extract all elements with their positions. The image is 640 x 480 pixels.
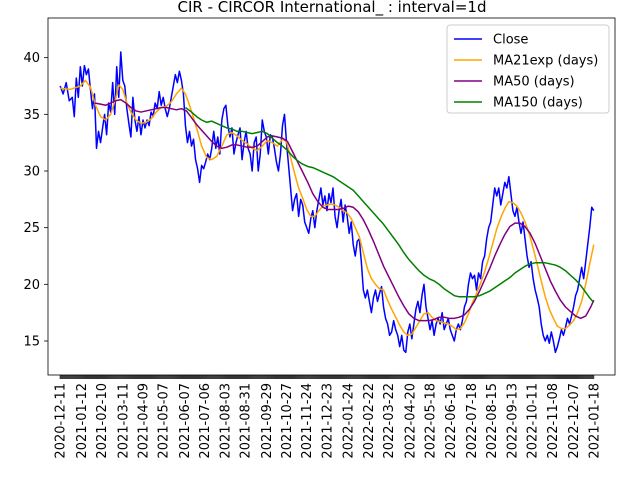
y-axis: 15 20 25 30 35 40 <box>23 51 48 350</box>
x-tick-label: 2022-10-11 <box>526 383 541 459</box>
y-tick-label: 20 <box>23 278 40 293</box>
y-tick-label: 30 <box>23 165 40 180</box>
series-group <box>59 51 595 354</box>
axes-frame <box>47 17 616 376</box>
series-line-close <box>59 51 595 354</box>
y-tick-label: 25 <box>23 221 40 236</box>
x-tick-label: 2020-12-11 <box>54 383 69 459</box>
x-tick-label: 2021-06-07 <box>178 383 193 459</box>
x-axis: 2020-12-11 2021-01-12 2021-02-10 2021-03-11… <box>54 375 602 459</box>
legend-label: MA150 (days) <box>493 96 583 111</box>
x-tick-label: 2022-02-22 <box>362 383 377 459</box>
x-tick-label: 2021-07-06 <box>198 383 213 459</box>
x-tick-label: 2022-01-24 <box>342 383 357 459</box>
x-tick-label: 2021-05-07 <box>157 383 172 459</box>
series-layer <box>59 51 595 354</box>
series-line-ma21exp-days <box>60 79 595 337</box>
x-tick-label: 2022-05-18 <box>424 383 439 459</box>
x-tick-label: 2022-07-18 <box>465 383 480 459</box>
x-tick-label: 2022-08-15 <box>485 383 500 459</box>
legend-label: MA50 (days) <box>493 75 575 90</box>
x-tick-label: 2021-04-09 <box>137 383 152 459</box>
series-line-ma150-days <box>185 106 595 303</box>
x-tick-label: 2022-12-07 <box>567 383 582 459</box>
y-tick-label: 15 <box>23 335 40 350</box>
legend-label: Close <box>493 33 528 48</box>
x-tick-label: 2021-11-24 <box>300 383 315 459</box>
x-tick-label: 2021-10-27 <box>280 383 295 459</box>
legend-box <box>446 24 610 114</box>
x-tick-label: 2022-09-13 <box>505 383 520 459</box>
y-tick-label: 40 <box>23 51 40 66</box>
x-tick-label: 2021-01-12 <box>75 383 90 459</box>
x-tick-label: 2021-08-31 <box>239 383 254 459</box>
x-tick-label: 2021-02-10 <box>95 383 110 459</box>
chart-title: CIR - CIRCOR International_ : interval=1… <box>178 0 487 17</box>
legend-label: MA21exp (days) <box>493 54 598 69</box>
series-line-ma50-days <box>94 98 595 322</box>
x-tick-label: 2021-09-29 <box>260 383 275 459</box>
x-tick-label: 2022-04-20 <box>403 383 418 459</box>
legend: Close MA21exp (days) MA50 (days) MA150 (day… <box>446 24 610 114</box>
x-tick-label: 2022-03-22 <box>382 383 397 459</box>
y-tick-label: 35 <box>23 108 40 123</box>
x-tick-label: 2022-11-08 <box>546 383 561 459</box>
x-tick-label: 2021-12-23 <box>320 383 335 459</box>
x-tick-label: 2021-08-03 <box>218 383 233 459</box>
x-tick-label: 2022-06-16 <box>444 383 459 459</box>
x-tick-label: 2021-03-11 <box>116 383 131 459</box>
x-tick-label: 2021-01-18 <box>587 383 602 459</box>
plot-area <box>47 17 616 376</box>
